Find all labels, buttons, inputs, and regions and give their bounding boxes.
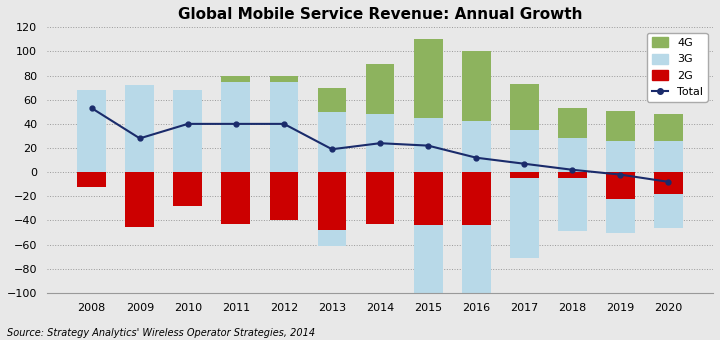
Bar [510,172,539,178]
Bar [414,172,443,225]
Bar [414,118,443,172]
Bar [174,90,202,172]
Bar [558,138,587,172]
Bar [318,112,346,172]
Bar [606,110,635,141]
Bar [462,225,490,334]
Bar [558,178,587,231]
Bar [510,84,539,130]
Bar [125,85,154,172]
Bar [174,172,202,206]
Bar [222,75,251,82]
Bar [318,230,346,246]
Bar [606,199,635,233]
Bar [510,130,539,172]
Title: Global Mobile Service Revenue: Annual Growth: Global Mobile Service Revenue: Annual Gr… [178,7,582,22]
Bar [414,225,443,332]
Bar [125,172,154,226]
Bar [606,141,635,172]
Bar [366,64,395,114]
Bar [269,75,298,82]
Bar [318,88,346,112]
Bar [606,172,635,199]
Bar [269,82,298,172]
Bar [462,172,490,225]
Bar [222,82,251,172]
Bar [366,114,395,172]
Bar [654,114,683,141]
Bar [462,51,490,121]
Bar [558,172,587,178]
Bar [77,172,106,187]
Bar [318,172,346,230]
Bar [414,39,443,118]
Bar [77,90,106,172]
Bar [269,172,298,220]
Bar [222,172,251,224]
Bar [510,178,539,258]
Text: Source: Strategy Analytics' Wireless Operator Strategies, 2014: Source: Strategy Analytics' Wireless Ope… [7,328,315,338]
Bar [654,194,683,228]
Bar [462,121,490,172]
Bar [654,141,683,172]
Bar [366,172,395,224]
Bar [654,172,683,194]
Legend: 4G, 3G, 2G, Total: 4G, 3G, 2G, Total [647,33,708,102]
Bar [558,108,587,138]
